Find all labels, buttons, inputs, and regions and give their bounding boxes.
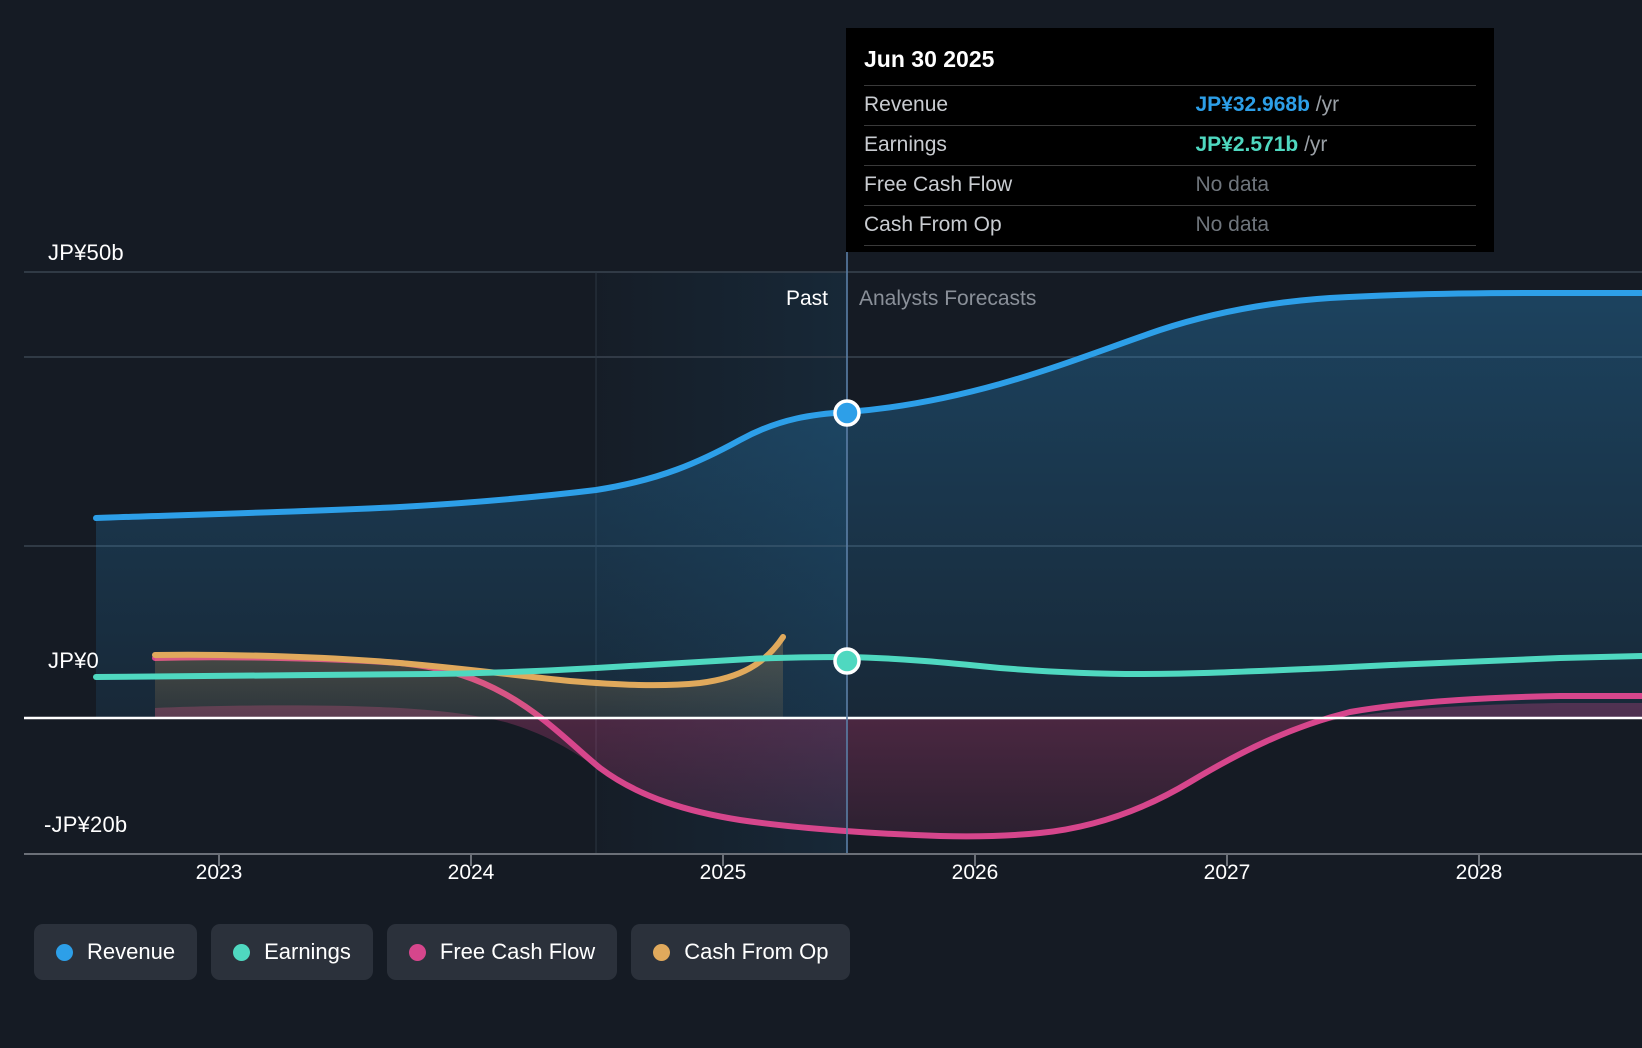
tooltip-suffix-earnings: /yr [1298, 133, 1328, 156]
tooltip-table: Revenue JP¥32.968b /yr Earnings JP¥2.571… [864, 85, 1476, 246]
tooltip-date: Jun 30 2025 [864, 46, 995, 72]
x-axis-label-2027: 2027 [1203, 861, 1251, 884]
x-axis-label-2025: 2025 [699, 861, 747, 884]
tooltip-row-free-cash-flow: Free Cash Flow No data [864, 165, 1476, 206]
tooltip-label-cash-from-op: Cash From Op [864, 213, 1002, 236]
legend-dot-earnings-icon [233, 943, 251, 961]
tooltip-row-cash-from-op: Cash From Op No data [864, 205, 1476, 246]
free-cash-flow-area [155, 703, 1642, 837]
tooltip-value-revenue: JP¥32.968b /yr [1096, 86, 1477, 126]
y-axis-label-0: JP¥0 [48, 648, 99, 673]
tooltip-label-revenue: Revenue [864, 93, 949, 116]
y-axis-label-neg20b: -JP¥20b [44, 812, 128, 837]
y-axis-label-50b: JP¥50b [48, 240, 124, 265]
x-axis-label-2023: 2023 [195, 861, 243, 884]
tooltip-value-cash-from-op: No data [1195, 213, 1270, 236]
cash-from-op-line [152, 634, 786, 689]
legend-dot-revenue-icon [56, 943, 73, 961]
legend-item-cash-from-op[interactable]: Cash From Op [631, 924, 851, 980]
tooltip-amount-revenue: JP¥32.968b [1195, 93, 1310, 116]
legend-dot-free-cash-flow-icon [408, 943, 426, 961]
plot-area: JP¥50b JP¥0 -JP¥20b 2023 2024 2025 2026 … [24, 236, 1642, 884]
revenue-marker [833, 399, 861, 427]
chart-legend: Revenue Earnings Free Cash Flow Cash Fro… [34, 924, 851, 980]
revenue-area [96, 293, 1642, 718]
tooltip-label-earnings: Earnings [864, 133, 947, 156]
x-axis-label-2024: 2024 [447, 861, 495, 884]
x-axis-label-2028: 2028 [1455, 861, 1503, 884]
tooltip-row-earnings: Earnings JP¥2.571b /yr [864, 125, 1477, 166]
tooltip-row-revenue: Revenue JP¥32.968b /yr [864, 85, 1477, 126]
tooltip-label-free-cash-flow: Free Cash Flow [864, 173, 1013, 196]
chart-svg [24, 236, 1642, 866]
earnings-marker [833, 647, 861, 675]
tooltip-amount-earnings: JP¥2.571b [1195, 133, 1299, 156]
legend-label-earnings: Earnings [264, 939, 351, 964]
legend-label-revenue: Revenue [87, 939, 176, 964]
legend-label-free-cash-flow: Free Cash Flow [439, 939, 596, 964]
cash-from-op-area [155, 637, 783, 718]
forecast-zone-label: Analysts Forecasts [859, 287, 1037, 310]
legend-item-revenue[interactable]: Revenue [34, 924, 198, 980]
tooltip-value-earnings: JP¥2.571b /yr [1096, 126, 1477, 166]
x-axis-label-2026: 2026 [951, 861, 999, 884]
tooltip-value-free-cash-flow: No data [1195, 173, 1270, 196]
past-zone-label: Past [786, 287, 829, 310]
legend-dot-cash-from-op-icon [653, 943, 671, 961]
x-axis-ticks [218, 854, 1480, 866]
tooltip-suffix-revenue: /yr [1309, 93, 1340, 116]
legend-label-cash-from-op: Cash From Op [684, 939, 829, 964]
legend-item-free-cash-flow[interactable]: Free Cash Flow [386, 924, 618, 980]
data-tooltip: Jun 30 2025 Revenue JP¥32.968b /yr Earni… [846, 28, 1494, 252]
legend-item-earnings[interactable]: Earnings [211, 924, 373, 980]
